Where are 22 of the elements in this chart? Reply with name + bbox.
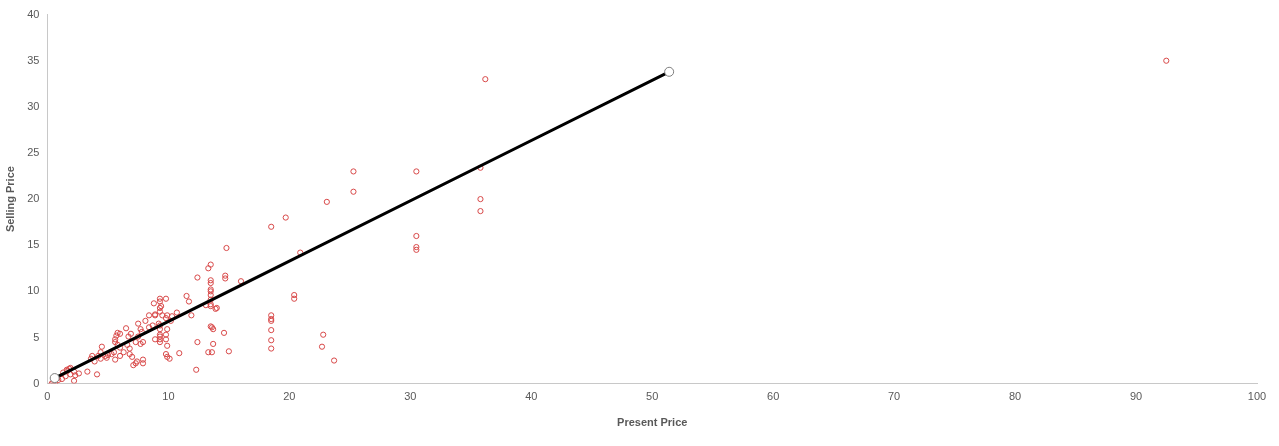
x-tick-label: 0: [44, 390, 51, 403]
x-tick-label: 60: [767, 390, 780, 403]
y-tick-label: 15: [27, 238, 40, 251]
y-tick-label: 20: [27, 192, 40, 205]
x-tick-label: 20: [283, 390, 296, 403]
y-tick-label: 25: [27, 146, 40, 159]
x-tick-label: 70: [888, 390, 901, 403]
y-tick-label: 35: [27, 53, 40, 66]
x-axis-title: Present Price: [617, 416, 688, 429]
x-tick-label: 80: [1008, 390, 1022, 403]
y-tick-label: 40: [27, 7, 40, 20]
y-axis-title: Selling Price: [3, 166, 16, 233]
x-tick-label: 10: [162, 390, 175, 403]
x-tick-label: 90: [1129, 390, 1143, 403]
x-tick-label: 100: [1247, 390, 1267, 403]
x-tick-label: 50: [646, 390, 659, 403]
y-tick-label: 30: [27, 99, 40, 112]
y-tick-label: 10: [27, 284, 40, 297]
y-tick-label: 5: [33, 330, 40, 343]
x-tick-label: 40: [525, 390, 538, 403]
x-tick-label: 30: [404, 390, 417, 403]
y-tick-label: 0: [33, 376, 40, 389]
